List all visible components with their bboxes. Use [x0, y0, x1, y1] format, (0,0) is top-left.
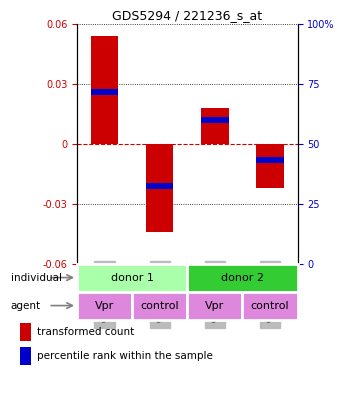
Bar: [256, 143, 284, 187]
Bar: [20, 347, 31, 365]
Bar: [91, 88, 118, 95]
Text: donor 1: donor 1: [111, 273, 154, 283]
Text: donor 2: donor 2: [221, 273, 264, 283]
Text: individual: individual: [10, 273, 62, 283]
Bar: [146, 143, 174, 231]
Text: Vpr: Vpr: [95, 301, 114, 310]
Bar: [187, 292, 242, 320]
Bar: [77, 292, 132, 320]
Text: percentile rank within the sample: percentile rank within the sample: [37, 351, 212, 361]
Title: GDS5294 / 221236_s_at: GDS5294 / 221236_s_at: [112, 9, 262, 22]
Bar: [77, 264, 187, 292]
Bar: [201, 117, 229, 123]
Bar: [132, 292, 187, 320]
Bar: [146, 183, 174, 189]
Text: agent: agent: [10, 301, 41, 310]
Text: Vpr: Vpr: [205, 301, 224, 310]
Bar: [187, 264, 298, 292]
Text: control: control: [251, 301, 289, 310]
Bar: [20, 323, 31, 341]
Text: control: control: [140, 301, 179, 310]
Bar: [201, 108, 229, 143]
Bar: [91, 36, 118, 143]
Text: transformed count: transformed count: [37, 327, 134, 337]
Bar: [256, 156, 284, 163]
Bar: [242, 292, 298, 320]
